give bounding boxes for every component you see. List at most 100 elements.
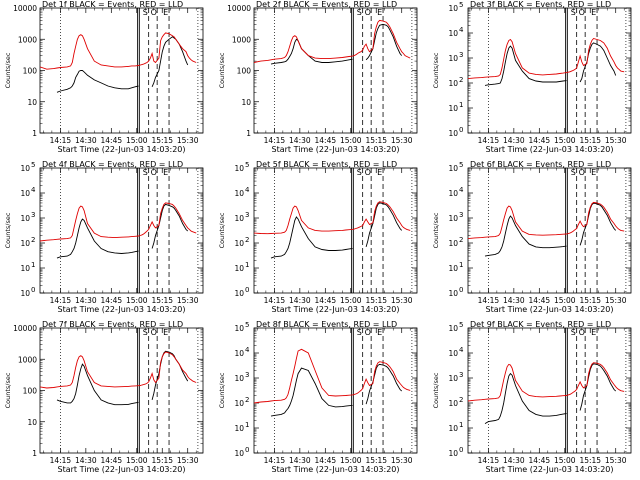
y-tick-exponent: 4 — [31, 186, 36, 194]
panel-title: Det 2f BLACK = Events, RED = LLD — [256, 0, 397, 9]
y-tick-label: 10 5 — [20, 161, 35, 173]
y-tick-exponent: 4 — [459, 26, 464, 34]
y-tick-base: 10 — [234, 399, 244, 408]
y-tick-base: 10 — [448, 289, 458, 298]
y-tick-label: 1 — [32, 129, 37, 138]
x-tick-label: 14:30 — [289, 456, 311, 465]
y-tick-exponent: 4 — [245, 186, 250, 194]
x-tick-label: 15:00 — [554, 296, 576, 305]
y-tick-exponent: 0 — [459, 446, 463, 454]
y-tick-base: 10 — [448, 349, 458, 358]
x-tick-label: 15:00 — [340, 296, 362, 305]
y-tick-label: 10 — [241, 98, 251, 107]
y-tick-exponent: 1 — [459, 261, 463, 269]
y-tick-exponent: 3 — [459, 51, 463, 59]
x-tick-label: 15:30 — [605, 136, 627, 145]
series-lld — [468, 362, 625, 402]
y-tick-base: 10 — [234, 449, 244, 458]
x-axis-label: Start Time (22-Jun-03 14:03:20) — [58, 145, 186, 154]
y-tick-exponent: 1 — [31, 261, 35, 269]
y-tick-label: 10 4 — [234, 186, 250, 198]
y-tick-base: 10 — [20, 214, 30, 223]
y-tick-label: 10 3 — [448, 211, 463, 223]
y-tick-exponent: 5 — [245, 161, 249, 169]
series-events — [270, 363, 403, 417]
y-tick-base: 10 — [448, 324, 458, 333]
y-tick-base: 10 — [234, 324, 244, 333]
y-tick-exponent: 0 — [459, 286, 463, 294]
y-axis-label: Counts/sec — [218, 52, 226, 88]
interval-marker-o: O — [579, 328, 585, 337]
x-tick-label: 14:30 — [289, 296, 311, 305]
series-events — [270, 23, 403, 65]
series-events — [484, 363, 617, 424]
x-tick-label: 14:45 — [315, 456, 337, 465]
y-tick-exponent: 4 — [459, 346, 464, 354]
x-tick-label: 14:15 — [264, 136, 286, 145]
y-tick-exponent: 2 — [459, 396, 463, 404]
y-tick-base: 10 — [448, 449, 458, 458]
x-tick-label: 15:00 — [126, 456, 148, 465]
series-lld — [254, 201, 411, 235]
y-tick-label: 10000 — [227, 4, 251, 13]
x-tick-label: 14:15 — [50, 136, 72, 145]
y-tick-label: 10 4 — [448, 186, 464, 198]
y-tick-label: 10 1 — [20, 261, 35, 273]
y-tick-base: 10 — [20, 239, 30, 248]
y-tick-base: 10 — [234, 424, 244, 433]
x-tick-label: 14:45 — [315, 296, 337, 305]
y-tick-base: 10 — [234, 239, 244, 248]
chart-panel-2: Det 2f BLACK = Events, RED = LLD 1 10 100 10… — [218, 0, 418, 154]
y-tick-label: 10 1 — [234, 261, 249, 273]
interval-marker-s: S — [143, 328, 148, 337]
plot-frame — [253, 7, 418, 134]
y-axis-label: Counts/sec — [4, 372, 12, 408]
x-tick-label: 15:15 — [151, 136, 173, 145]
interval-marker-o: O — [151, 168, 157, 177]
x-axis-label: Start Time (22-Jun-03 14:03:20) — [486, 145, 614, 154]
y-tick-base: 10 — [448, 4, 458, 13]
x-tick-label: 15:15 — [365, 136, 387, 145]
y-tick-base: 10 — [234, 264, 244, 273]
interval-marker-e: E — [163, 8, 168, 17]
y-axis-label: Counts/sec — [4, 52, 12, 88]
y-tick-exponent: 3 — [459, 211, 463, 219]
y-tick-label: 10 2 — [448, 76, 463, 88]
y-tick-base: 10 — [20, 264, 30, 273]
y-axis-label: Counts/sec — [218, 212, 226, 248]
x-axis-label: Start Time (22-Jun-03 14:03:20) — [58, 305, 186, 314]
y-tick-exponent: 0 — [245, 446, 249, 454]
x-tick-label: 14:45 — [315, 136, 337, 145]
x-tick-label: 15:30 — [391, 296, 413, 305]
x-tick-label: 15:30 — [605, 296, 627, 305]
y-tick-base: 10 — [448, 214, 458, 223]
y-tick-label: 100 — [23, 67, 38, 76]
y-tick-base: 10 — [448, 239, 458, 248]
y-tick-label: 10 1 — [448, 421, 463, 433]
y-tick-base: 10 — [20, 289, 30, 298]
x-tick-label: 14:45 — [529, 296, 551, 305]
x-tick-label: 14:30 — [289, 136, 311, 145]
y-tick-exponent: 3 — [245, 371, 249, 379]
plot-frame — [39, 327, 204, 454]
y-tick-label: 10 3 — [448, 371, 463, 383]
interval-marker-o: O — [365, 328, 371, 337]
plot-frame — [467, 167, 632, 294]
y-tick-label: 1 — [246, 129, 251, 138]
y-tick-base: 10 — [234, 289, 244, 298]
x-tick-label: 15:00 — [554, 456, 576, 465]
y-tick-label: 10 2 — [234, 396, 249, 408]
interval-marker-e: E — [377, 8, 382, 17]
x-axis-label: Start Time (22-Jun-03 14:03:20) — [272, 145, 400, 154]
y-tick-exponent: 0 — [245, 286, 249, 294]
y-tick-label: 10 1 — [448, 101, 463, 113]
y-tick-label: 100 — [23, 387, 38, 396]
x-tick-label: 14:45 — [101, 296, 123, 305]
y-tick-base: 10 — [234, 189, 244, 198]
